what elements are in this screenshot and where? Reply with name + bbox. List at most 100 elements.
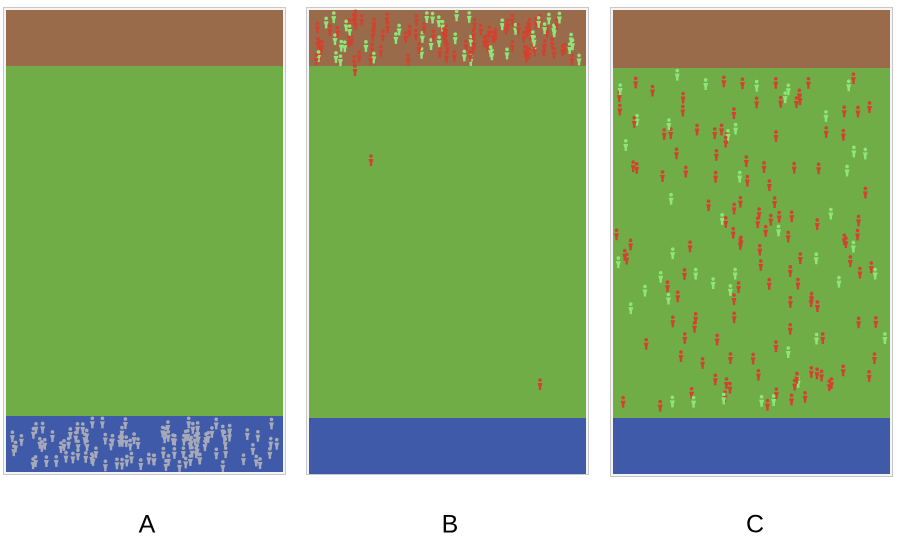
agent (687, 240, 693, 253)
agent-head (453, 32, 458, 36)
agent (554, 17, 560, 30)
agent-body (551, 51, 557, 59)
agent-head (471, 41, 475, 46)
agent-body (736, 285, 742, 293)
agent-head (59, 441, 63, 445)
agent (823, 126, 829, 138)
agent-body (687, 245, 693, 253)
agent-body (712, 378, 718, 386)
agent (368, 154, 374, 166)
agent-head (577, 53, 581, 58)
agent-head (531, 30, 535, 34)
agent (847, 255, 853, 267)
agent-head (774, 130, 778, 134)
agent (351, 54, 357, 67)
agent-head (203, 439, 207, 443)
agent-head (84, 428, 89, 433)
agent-body (669, 400, 675, 408)
agent-head (803, 390, 807, 395)
agent-head (195, 443, 199, 448)
agent-body (253, 459, 259, 467)
agent-head (221, 460, 225, 464)
agent (733, 122, 739, 135)
agent-head (679, 350, 683, 354)
agent-body (622, 253, 628, 261)
agent-body (185, 433, 191, 441)
agent (731, 202, 737, 215)
agent-body (713, 153, 719, 161)
agent (856, 214, 862, 227)
agent (84, 428, 90, 441)
agent-head (352, 54, 357, 59)
agent-body (315, 41, 321, 49)
agent (670, 247, 676, 260)
agent-head (650, 84, 655, 89)
agent (669, 395, 675, 408)
agent-body (80, 426, 86, 434)
agent (486, 25, 492, 38)
agent (668, 192, 674, 205)
agent-body (421, 26, 427, 34)
agent-head (222, 430, 227, 434)
agent (725, 129, 731, 141)
agent-head (842, 105, 846, 109)
panel-c (610, 7, 893, 477)
agent-head (472, 17, 477, 22)
agent-body (771, 398, 777, 406)
agent-head (513, 22, 518, 27)
agent-head (38, 436, 42, 441)
agent-body (407, 29, 413, 37)
agent-head (691, 395, 696, 400)
agent (244, 428, 250, 440)
agent-body (84, 433, 90, 441)
agent-head (524, 25, 529, 30)
agent-head (440, 19, 445, 24)
agent-head (132, 432, 136, 436)
agent-head (505, 47, 509, 52)
agent-body (744, 179, 750, 187)
agent (343, 19, 349, 32)
agent-head (675, 290, 680, 295)
agent-body (9, 435, 15, 443)
agent (99, 416, 105, 429)
agent-head (394, 32, 398, 36)
agent (75, 448, 81, 461)
agent (451, 50, 457, 62)
agent-body (785, 235, 791, 243)
agent-head (198, 452, 202, 457)
agent (692, 321, 698, 333)
agent-head (692, 321, 697, 325)
agent (661, 128, 667, 140)
agent (109, 433, 115, 446)
agent-head (703, 78, 708, 82)
agent (773, 387, 779, 400)
agent (670, 315, 676, 328)
agent-body (754, 84, 760, 92)
agent (791, 161, 797, 174)
agent-body (213, 452, 219, 460)
agent (313, 53, 319, 66)
agent-head (527, 17, 532, 22)
agent-head (89, 452, 94, 456)
agent-body (551, 30, 557, 38)
agent-body (515, 27, 521, 35)
agent (333, 51, 339, 63)
agent-head (757, 207, 761, 211)
agent-body (61, 443, 67, 451)
agent-body (163, 463, 169, 471)
agent-head (181, 446, 186, 450)
agent-body (209, 430, 215, 438)
agent (118, 432, 124, 445)
agent (871, 352, 877, 365)
agent-body (165, 434, 171, 442)
agent-head (795, 371, 799, 376)
agent-head (331, 11, 336, 15)
agent-head (115, 457, 119, 462)
agent (683, 165, 689, 178)
agent-body (840, 133, 846, 141)
agent (631, 116, 637, 128)
agent (802, 390, 808, 403)
agent-body (526, 22, 532, 30)
agent-head (33, 455, 38, 459)
agent-body (544, 30, 550, 38)
